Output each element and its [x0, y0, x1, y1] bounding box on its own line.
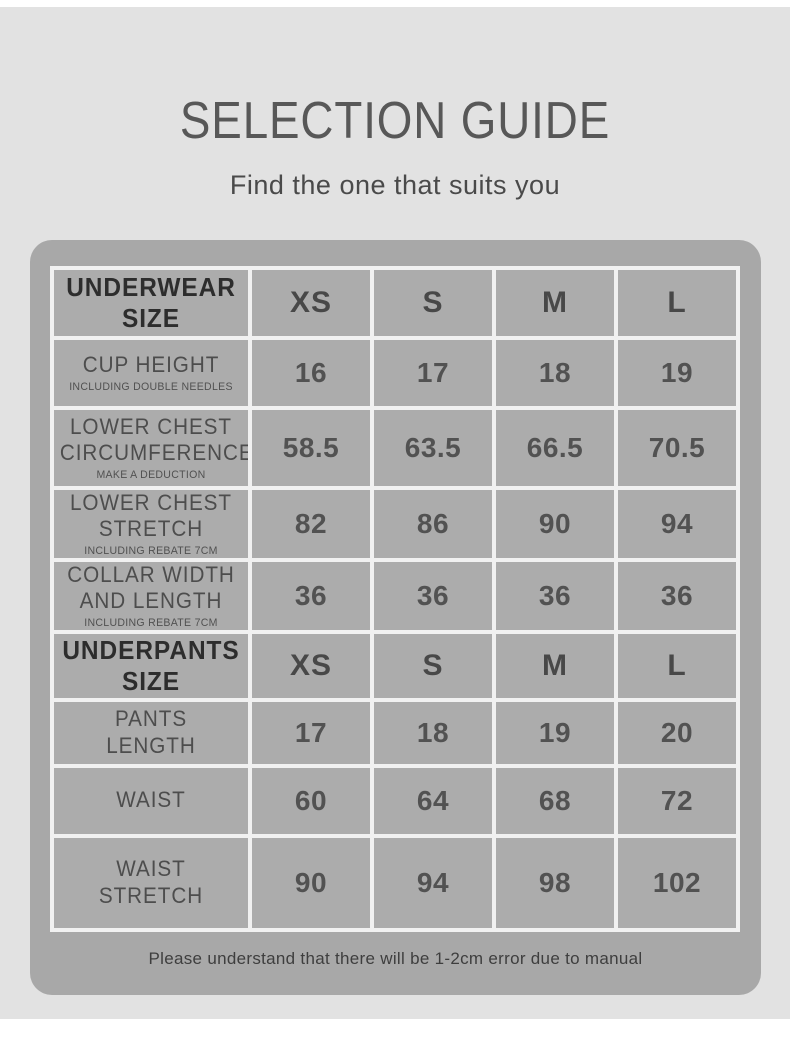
row-label-cell: PANTS LENGTH — [54, 702, 248, 765]
value-cell: 63.5 — [374, 410, 492, 486]
row-label: COLLAR WIDTH AND LENGTH — [67, 562, 235, 614]
value-cell: 94 — [618, 490, 736, 559]
table-row-waist: WAIST 60 64 68 72 — [54, 768, 736, 835]
value-cell: 90 — [496, 490, 614, 559]
value-cell: 86 — [374, 490, 492, 559]
row-label-cell: COLLAR WIDTH AND LENGTH INCLUDING REBATE… — [54, 562, 248, 631]
value-cell: 18 — [374, 702, 492, 765]
row-sublabel: INCLUDING REBATE 7CM — [84, 544, 218, 557]
table-row-collar-width: COLLAR WIDTH AND LENGTH INCLUDING REBATE… — [54, 562, 736, 631]
value-cell: 64 — [374, 768, 492, 835]
value-cell: 60 — [252, 768, 370, 835]
section-title-underpants: UNDERPANTS SIZE — [62, 634, 240, 697]
size-guide-page: SELECTION GUIDE Find the one that suits … — [0, 7, 790, 1019]
row-label-cell: LOWER CHEST CIRCUMFERENCE MAKE A DEDUCTI… — [54, 410, 248, 486]
size-header-cell: M — [496, 634, 614, 699]
row-label-cell: WAIST STRETCH — [54, 838, 248, 929]
row-sublabel: INCLUDING REBATE 7CM — [84, 616, 218, 629]
size-chart-panel: UNDERWEAR SIZE XS S M L CUP HEIGHT INCLU… — [30, 240, 761, 995]
value-cell: 94 — [374, 838, 492, 929]
section-title-cell: UNDERPANTS SIZE — [54, 634, 248, 699]
value-cell: 36 — [496, 562, 614, 631]
section-title-cell: UNDERWEAR SIZE — [54, 270, 248, 336]
value-cell: 19 — [496, 702, 614, 765]
row-label-cell: WAIST — [54, 768, 248, 835]
table-row-cup-height: CUP HEIGHT INCLUDING DOUBLE NEEDLES 16 1… — [54, 340, 736, 406]
value-cell: 20 — [618, 702, 736, 765]
value-cell: 36 — [374, 562, 492, 631]
table-row-waist-stretch: WAIST STRETCH 90 94 98 102 — [54, 838, 736, 929]
value-cell: 18 — [496, 340, 614, 406]
row-sublabel: INCLUDING DOUBLE NEEDLES — [69, 380, 233, 393]
table-row-underwear-header: UNDERWEAR SIZE XS S M L — [54, 270, 736, 336]
table-row-pants-length: PANTS LENGTH 17 18 19 20 — [54, 702, 736, 765]
value-cell: 102 — [618, 838, 736, 929]
value-cell: 16 — [252, 340, 370, 406]
size-table-body: UNDERWEAR SIZE XS S M L CUP HEIGHT INCLU… — [54, 270, 736, 929]
value-cell: 72 — [618, 768, 736, 835]
size-chart-table: UNDERWEAR SIZE XS S M L CUP HEIGHT INCLU… — [50, 266, 740, 933]
value-cell: 36 — [618, 562, 736, 631]
page-subtitle: Find the one that suits you — [229, 170, 561, 200]
row-label: PANTS LENGTH — [106, 706, 196, 758]
value-cell: 19 — [618, 340, 736, 406]
value-cell: 98 — [496, 838, 614, 929]
page-title: SELECTION GUIDE — [179, 92, 611, 150]
table-row-lower-chest-stretch: LOWER CHEST STRETCH INCLUDING REBATE 7CM… — [54, 490, 736, 559]
row-label-cell: LOWER CHEST STRETCH INCLUDING REBATE 7CM — [54, 490, 248, 559]
value-cell: 17 — [374, 340, 492, 406]
value-cell: 82 — [252, 490, 370, 559]
size-header-cell: S — [374, 270, 492, 336]
table-row-lower-chest-circumference: LOWER CHEST CIRCUMFERENCE MAKE A DEDUCTI… — [54, 410, 736, 486]
size-header-cell: M — [496, 270, 614, 336]
size-header-cell: L — [618, 634, 736, 699]
size-header-cell: S — [374, 634, 492, 699]
value-cell: 70.5 — [618, 410, 736, 486]
size-header-cell: L — [618, 270, 736, 336]
value-cell: 58.5 — [252, 410, 370, 486]
row-label: WAIST — [116, 787, 186, 813]
value-cell: 36 — [252, 562, 370, 631]
row-label: LOWER CHEST CIRCUMFERENCE — [59, 413, 248, 466]
row-label-cell: CUP HEIGHT INCLUDING DOUBLE NEEDLES — [54, 340, 248, 406]
row-sublabel: MAKE A DEDUCTION — [96, 468, 206, 481]
table-row-underpants-header: UNDERPANTS SIZE XS S M L — [54, 634, 736, 699]
value-cell: 17 — [252, 702, 370, 765]
value-cell: 68 — [496, 768, 614, 835]
value-cell: 66.5 — [496, 410, 614, 486]
row-label: CUP HEIGHT — [82, 352, 220, 378]
row-label: LOWER CHEST STRETCH — [69, 490, 233, 542]
size-header-cell: XS — [252, 270, 370, 336]
section-title-underwear: UNDERWEAR SIZE — [66, 271, 236, 333]
row-label: WAIST STRETCH — [98, 856, 204, 908]
value-cell: 90 — [252, 838, 370, 929]
footer-note: Please understand that there will be 1-2… — [148, 949, 643, 968]
size-header-cell: XS — [252, 634, 370, 699]
